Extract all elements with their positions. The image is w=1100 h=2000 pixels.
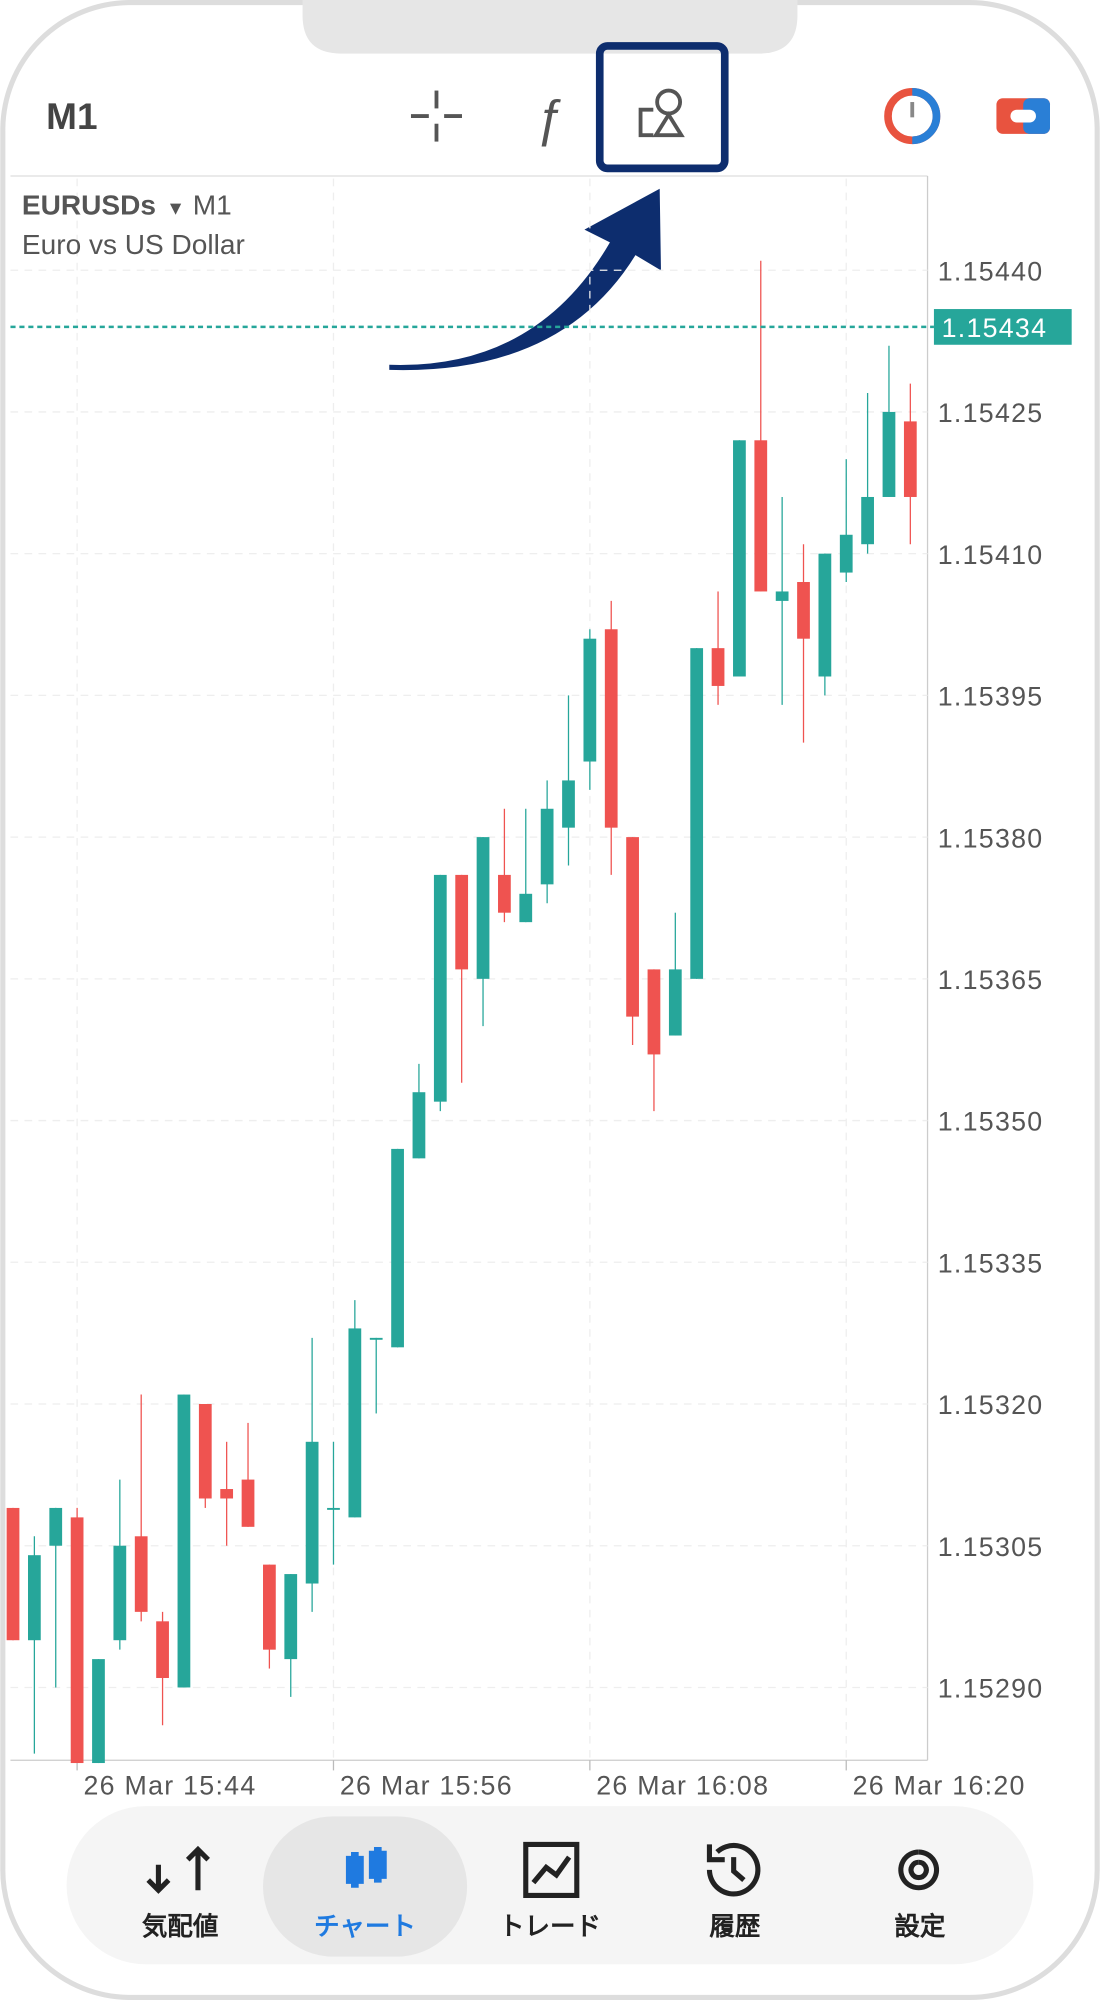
candle-body	[647, 969, 661, 1055]
candle-body	[818, 553, 832, 677]
candle-body	[583, 638, 597, 762]
candle-body	[92, 1659, 105, 1764]
candle-body	[711, 648, 725, 686]
x-tick-label: 26 Mar 16:08	[596, 1771, 769, 1801]
y-tick-label: 1.15365	[938, 965, 1044, 995]
candle-body	[70, 1517, 84, 1764]
crosshair-icon[interactable]	[410, 90, 462, 142]
candle-body	[562, 780, 575, 828]
notch	[302, 0, 798, 54]
symbol-timeframe: M1	[193, 189, 232, 220]
nav-icon	[146, 1845, 210, 1894]
candle-body	[156, 1621, 169, 1679]
highlight-box	[595, 42, 729, 173]
x-tick-label: 26 Mar 16:20	[853, 1771, 1026, 1801]
candle-body	[369, 1337, 383, 1340]
plot: 1.15440 1.15425 1.15410 1.15395 1.15380 1.153…	[6, 178, 1072, 1801]
annotation-arrow	[389, 188, 661, 371]
candle-body	[882, 411, 896, 497]
candle-body	[113, 1545, 127, 1641]
one-click-icon[interactable]	[884, 88, 941, 145]
nav-item[interactable]: 気配値	[142, 1845, 219, 1941]
candle-body	[49, 1507, 63, 1546]
candle-body	[540, 808, 554, 885]
candle-body	[177, 1394, 191, 1688]
nav-label: トレード	[499, 1913, 601, 1941]
nav-icon	[706, 1842, 761, 1897]
nav-icon	[898, 1849, 940, 1891]
candle-body	[839, 534, 853, 573]
candle-body	[391, 1148, 404, 1348]
candle-body	[604, 629, 618, 828]
candle-body	[327, 1507, 340, 1510]
candle-body	[284, 1574, 298, 1660]
symbol-description: Euro vs US Dollar	[22, 229, 245, 260]
nav-icon	[345, 1846, 387, 1888]
candle-body	[263, 1564, 276, 1650]
candle-body	[626, 837, 639, 1017]
y-tick-label: 1.15290	[938, 1674, 1044, 1704]
dropdown-caret: ▼	[166, 198, 185, 219]
nav-label: 履歴	[709, 1913, 761, 1941]
x-tick-label: 26 Mar 15:44	[83, 1771, 256, 1801]
y-tick-label: 1.15350	[938, 1107, 1044, 1137]
candle-body	[433, 874, 447, 1102]
y-tick-label: 1.15425	[938, 398, 1044, 428]
symbol-header[interactable]: EURUSDs ▼ M1	[22, 189, 232, 220]
candle-body	[220, 1489, 234, 1499]
candle-body	[690, 648, 704, 979]
candle-body	[903, 421, 917, 497]
candle-body	[305, 1441, 319, 1584]
nav-active-bg	[263, 1816, 468, 1957]
indicator-icon[interactable]: ƒ	[535, 89, 563, 146]
nav-item[interactable]: チャート	[263, 1816, 468, 1957]
symbol: EURUSDs	[22, 189, 156, 220]
current-price-label: 1.15434	[942, 313, 1048, 343]
y-tick-label: 1.15335	[938, 1248, 1044, 1278]
candle-body	[134, 1536, 148, 1612]
candle-body	[861, 496, 874, 545]
y-tick-label: 1.15395	[938, 682, 1044, 712]
objects-icon[interactable]	[638, 88, 685, 138]
y-tick-label: 1.15320	[938, 1390, 1044, 1420]
nav-item[interactable]: 設定	[894, 1849, 946, 1941]
candle-body	[754, 440, 768, 592]
current-price-tag	[933, 309, 1072, 345]
nav-label: チャート	[314, 1913, 416, 1941]
candle-body	[348, 1328, 362, 1518]
candle-body	[198, 1404, 212, 1499]
x-tick-label: 26 Mar 15:56	[340, 1771, 513, 1801]
nav-item[interactable]: トレード	[499, 1841, 601, 1941]
y-tick-label: 1.15410	[938, 540, 1044, 570]
candle-body	[775, 591, 789, 601]
candle-body	[412, 1092, 426, 1159]
y-tick-label: 1.15440	[938, 256, 1044, 286]
nav-icon	[523, 1841, 580, 1898]
trade-toggle-icon[interactable]	[996, 98, 1050, 134]
candle-body	[668, 969, 682, 1036]
candle-body	[498, 874, 511, 913]
candle-body	[6, 1507, 20, 1641]
nav-label: 気配値	[142, 1912, 219, 1941]
candle-body	[519, 893, 533, 923]
y-tick-label: 1.15380	[938, 823, 1044, 853]
y-tick-label: 1.15305	[938, 1532, 1044, 1562]
candle-body	[797, 582, 810, 639]
nav-items: 気配値 チャート トレード 履歴 設定	[142, 1816, 946, 1957]
nav-item[interactable]: 履歴	[706, 1842, 761, 1941]
candle-body	[455, 874, 469, 970]
candle-body	[241, 1479, 255, 1527]
candle-body	[733, 440, 746, 677]
nav-label: 設定	[894, 1912, 946, 1941]
candle-body	[27, 1555, 41, 1641]
candle-body	[476, 837, 490, 979]
timeframe-button[interactable]: M1	[46, 96, 97, 137]
